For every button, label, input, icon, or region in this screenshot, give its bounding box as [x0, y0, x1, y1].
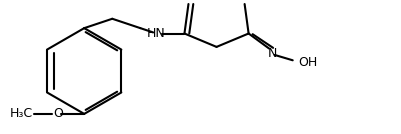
Text: NH₂: NH₂: [233, 0, 257, 1]
Text: HN: HN: [147, 27, 166, 40]
Text: N: N: [267, 47, 277, 60]
Text: H₃C: H₃C: [10, 107, 33, 120]
Text: OH: OH: [299, 56, 318, 70]
Text: O: O: [54, 107, 63, 120]
